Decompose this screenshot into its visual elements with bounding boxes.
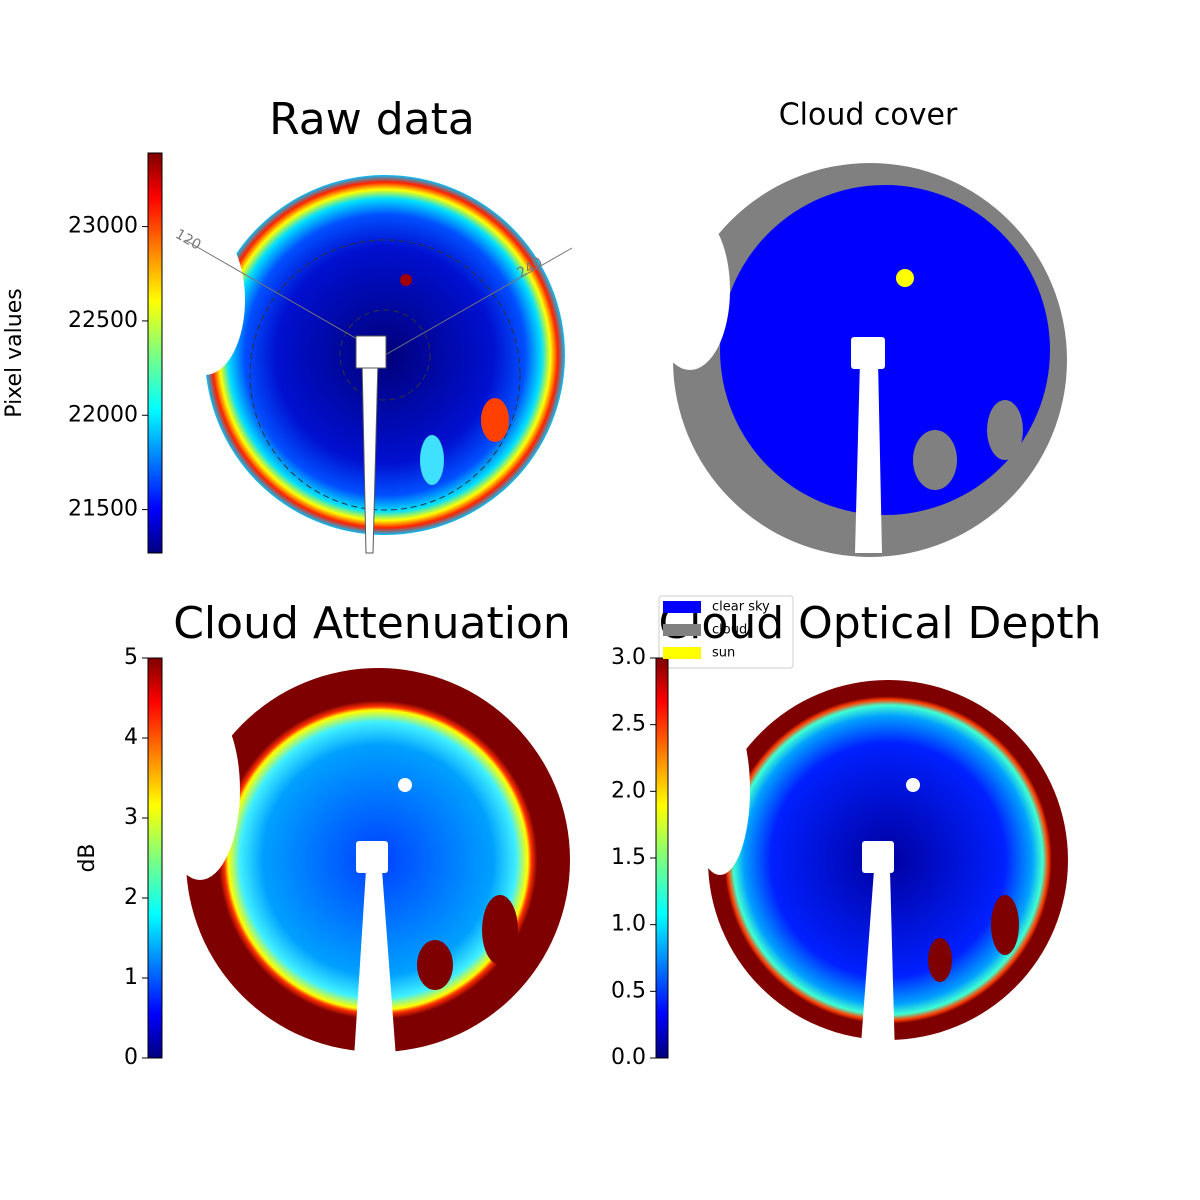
panel-title: Cloud cover [779,98,958,133]
tick-label: 3.0 [611,645,646,670]
tick-label: 22000 [68,402,138,427]
tick-label: 2.0 [611,778,646,803]
tick-label: 22500 [68,308,138,333]
panel-title: Cloud Attenuation [173,598,571,649]
sun-mark [896,269,914,287]
legend-swatch [663,601,701,613]
colorbar-label: dB [75,843,100,872]
colorbar [147,152,163,554]
tick-label: 23000 [68,214,138,239]
cod-image [690,680,1068,1058]
legend-label: clear sky [712,600,770,615]
panel-title: Cloud Optical Depth [658,598,1101,649]
tick-label: 3 [124,805,138,830]
tick-label: 1.0 [611,912,646,937]
tick-label: 2 [124,885,138,910]
tick-label: 0.5 [611,978,646,1003]
panel-title: Raw data [269,94,475,145]
tick-label: 2.5 [611,712,646,737]
tick-label: 5 [124,645,138,670]
tick-label: 1 [124,965,138,990]
cloud-mask [650,163,1067,557]
attenuation-image [160,668,570,1058]
sky-image [165,175,573,554]
legend-swatch [663,624,701,636]
legend-label: cloud [712,623,747,638]
tick-label: 0 [124,1045,138,1070]
tick-label: 0.0 [611,1045,646,1070]
tick-label: 21500 [68,497,138,522]
legend-label: sun [712,646,735,661]
colorbar-label: Pixel values [2,288,27,417]
legend-swatch [663,647,701,659]
colorbar [655,657,669,1059]
tick-label: 1.5 [611,845,646,870]
colorbar [147,657,163,1059]
tick-label: 4 [124,725,138,750]
